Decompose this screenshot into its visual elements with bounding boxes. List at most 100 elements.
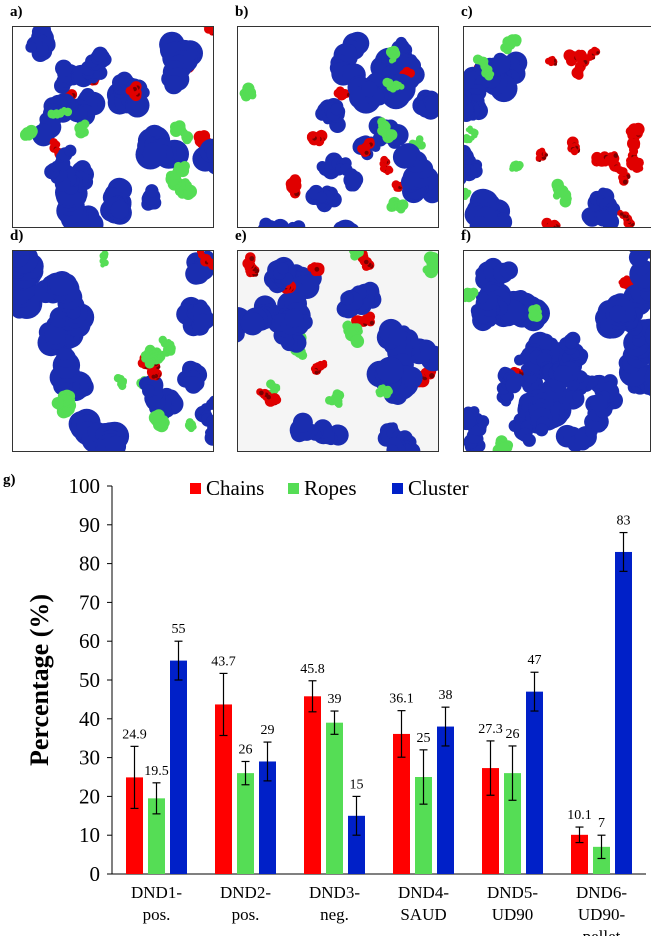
simulation-panel (237, 250, 439, 452)
particle (472, 54, 483, 65)
x-tick-label: DND6- (576, 883, 627, 902)
particle (314, 266, 320, 272)
legend-swatch (190, 483, 201, 494)
bar (259, 761, 276, 874)
particle (464, 170, 467, 185)
particle (375, 388, 383, 396)
bar (526, 691, 543, 874)
bar (170, 660, 187, 874)
particle (505, 377, 522, 394)
particle (364, 259, 369, 265)
particle (335, 226, 342, 227)
legend-label: Ropes (304, 476, 357, 500)
particle (392, 145, 417, 169)
particle (476, 291, 489, 304)
particle (498, 227, 505, 228)
particle (469, 216, 490, 227)
particle (464, 193, 469, 200)
particle (212, 422, 213, 427)
legend-label: Cluster (408, 476, 469, 500)
data-label: 24.9 (122, 727, 147, 742)
x-tick-label: pellet (583, 927, 621, 936)
aggregate-texture (464, 34, 645, 228)
particle (464, 97, 467, 110)
particle (601, 213, 620, 227)
particle (179, 161, 190, 172)
particle (25, 41, 37, 53)
particle (340, 291, 354, 306)
particle (628, 163, 636, 171)
particle (335, 400, 343, 408)
particle (214, 143, 215, 170)
data-label: 39 (328, 692, 342, 707)
panel-label: a) (10, 4, 23, 20)
data-label: 47 (528, 653, 542, 668)
particle (74, 122, 86, 134)
particle (513, 165, 520, 172)
particle (32, 123, 55, 147)
particle (502, 45, 512, 55)
particle (100, 263, 105, 268)
bar (504, 773, 521, 874)
x-tick-label: UD90- (578, 905, 626, 924)
particle (240, 312, 265, 336)
particle (464, 409, 477, 431)
bar (415, 777, 432, 874)
particle (505, 263, 518, 276)
particle (497, 442, 510, 451)
particle (590, 394, 608, 412)
panel-label-g: g) (3, 472, 16, 488)
particle (188, 424, 194, 430)
data-label: 26 (506, 727, 520, 742)
particle (382, 77, 392, 88)
bar (393, 733, 410, 874)
particle (277, 262, 289, 275)
particle (110, 200, 129, 219)
x-tick-label: DND2- (220, 883, 271, 902)
particle (386, 129, 394, 136)
particle (644, 366, 650, 389)
y-axis-label: Percentage (%) (25, 594, 54, 766)
particle (193, 313, 212, 332)
particle (49, 273, 73, 297)
particle (544, 224, 551, 227)
particle (185, 263, 207, 285)
particle (464, 194, 465, 199)
bar (615, 551, 632, 874)
particle (214, 29, 215, 33)
data-label: 19.5 (144, 764, 169, 779)
legend-swatch (288, 483, 299, 494)
particle (464, 290, 472, 301)
particle (376, 356, 404, 384)
particle (184, 376, 202, 394)
particle (316, 191, 328, 203)
y-tick-label: 80 (79, 552, 100, 576)
x-tick-label: DND3- (309, 883, 360, 902)
data-label: 25 (417, 731, 431, 746)
particle (364, 150, 369, 155)
particle (279, 226, 282, 227)
particle (203, 27, 209, 28)
particle (142, 142, 167, 166)
simulation-panel (12, 250, 214, 452)
data-label: 55 (172, 622, 186, 637)
particle (522, 433, 536, 447)
particle (158, 335, 167, 345)
particle (622, 214, 627, 218)
particle (51, 397, 64, 410)
particle (248, 91, 257, 100)
particle (263, 220, 278, 227)
aggregate-texture (238, 251, 438, 451)
particle (350, 334, 365, 348)
panel-label: d) (10, 228, 24, 244)
particle (491, 54, 511, 74)
x-tick-label: DND1- (131, 883, 182, 902)
particle (386, 444, 399, 451)
x-tick-label: DND4- (398, 883, 449, 902)
particle (629, 251, 650, 256)
bar (237, 773, 254, 874)
particle (356, 251, 364, 257)
x-tick-label: neg. (320, 905, 349, 924)
particle (105, 435, 127, 451)
particle (548, 59, 555, 67)
